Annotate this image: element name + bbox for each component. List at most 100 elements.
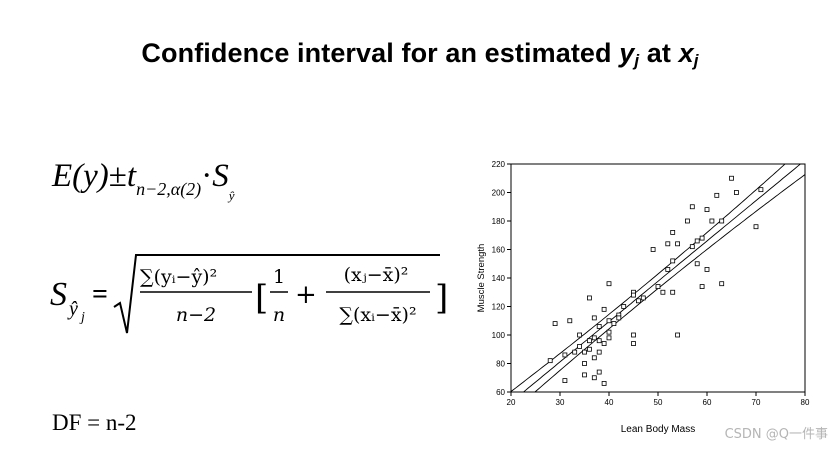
se-equals: = [92,279,108,310]
data-point [670,258,676,264]
x-tick-label: 80 [801,398,810,407]
data-point [606,335,612,341]
data-point [616,315,622,321]
se-den1: n−2 [176,304,216,326]
title-x-sub: j [693,51,699,70]
data-point [660,289,666,295]
data-point [562,378,568,384]
se-lhs: S [50,276,67,313]
ci-t-sub: n−2,α(2) [136,179,202,199]
data-point [562,352,568,358]
ci-upper-line [511,164,786,392]
data-point [606,318,612,324]
x-tick-label: 60 [703,398,712,407]
data-point [694,238,700,244]
data-point [719,218,725,224]
scatter-chart: 60 80 100 120 140 160 180 200 220 20 30 40 50 60 70 80… [476,160,810,435]
data-point [631,292,636,298]
degrees-of-freedom: DF = n-2 [52,410,137,435]
data-point [596,338,602,344]
ci-s: S [212,158,229,194]
data-point [601,381,607,386]
data-point [601,306,607,312]
x-tick-label: 30 [556,398,565,407]
data-point [650,247,656,252]
data-point [587,338,592,344]
data-point [601,341,607,346]
x-tick-label: 70 [752,398,761,407]
data-point [753,224,759,230]
data-point [675,332,681,338]
se-frac2-num: 1 [273,266,285,288]
x-tick-label: 20 [507,398,516,407]
title-y-sub: j [634,51,640,70]
y-tick-label: 60 [496,388,505,397]
data-point [631,341,636,346]
data-point [704,267,710,272]
standard-error-formula: S ŷ j = ∑(yᵢ−ŷ)² n−2 [ 1 n + (xⱼ−x̄)² ∑(… [50,254,448,334]
data-point [577,332,582,338]
se-num1: ∑(yᵢ−ŷ)² [140,266,217,288]
data-point [591,315,597,321]
title-prefix: Confidence interval for an estimated [141,38,620,68]
data-point [635,298,641,304]
se-num3: (xⱼ−x̄)² [344,264,409,286]
ci-s-sub: ŷ [228,188,235,203]
x-tick-label: 40 [605,398,614,407]
y-tick-label: 100 [492,331,506,340]
watermark: CSDN @Q一件事 [724,427,828,442]
se-den3: ∑(xᵢ−x̄)² [339,304,416,326]
data-point [670,230,676,235]
data-point [675,241,681,247]
ci-expr-left: E(y) [52,158,109,194]
data-point [699,284,705,289]
confidence-interval-formula: E(y)±tn−2,α(2)·Sŷ [52,158,234,204]
data-point [758,187,764,193]
ci-dot: · [201,158,213,194]
y-axis-label: Muscle Strength [476,244,487,313]
data-point [729,175,734,181]
title-mid: at [639,38,679,68]
data-point [714,192,720,198]
y-tick-label: 180 [492,217,506,226]
data-point [631,332,636,338]
x-axis-label: Lean Body Mass [621,424,696,435]
data-point [596,324,602,329]
sqrt-sign [113,254,440,334]
data-point [611,321,617,327]
data-point [596,369,602,375]
y-tick-label: 120 [492,303,506,312]
x-tick-label: 50 [654,398,663,407]
data-point [577,343,582,349]
data-point [719,281,725,287]
data-point [591,335,597,341]
data-point [582,372,587,378]
data-point [665,267,671,272]
data-point [606,329,612,335]
data-point [582,361,587,366]
data-point [591,375,597,381]
y-axis-ticks: 60 80 100 120 140 160 180 200 220 [492,160,511,397]
data-point [567,318,573,324]
data-point [582,349,587,355]
se-frac2-den: n [273,304,285,326]
data-point [704,207,710,212]
data-point [547,358,553,364]
slide-title: Confidence interval for an estimated yj … [0,38,840,69]
ci-pm: ± [108,158,127,194]
data-point [689,244,695,250]
title-y-var: y [619,38,635,68]
data-point [709,218,715,224]
data-point [733,190,739,195]
data-point [689,204,695,210]
data-point [587,295,592,301]
y-tick-label: 200 [492,189,506,198]
data-point [684,218,690,224]
y-tick-label: 140 [492,274,506,283]
y-tick-label: 220 [492,160,506,169]
data-point [670,289,676,295]
data-point [640,295,646,301]
data-point [606,281,612,287]
se-lhs-subsub: j [79,310,85,325]
data-point [694,261,700,267]
